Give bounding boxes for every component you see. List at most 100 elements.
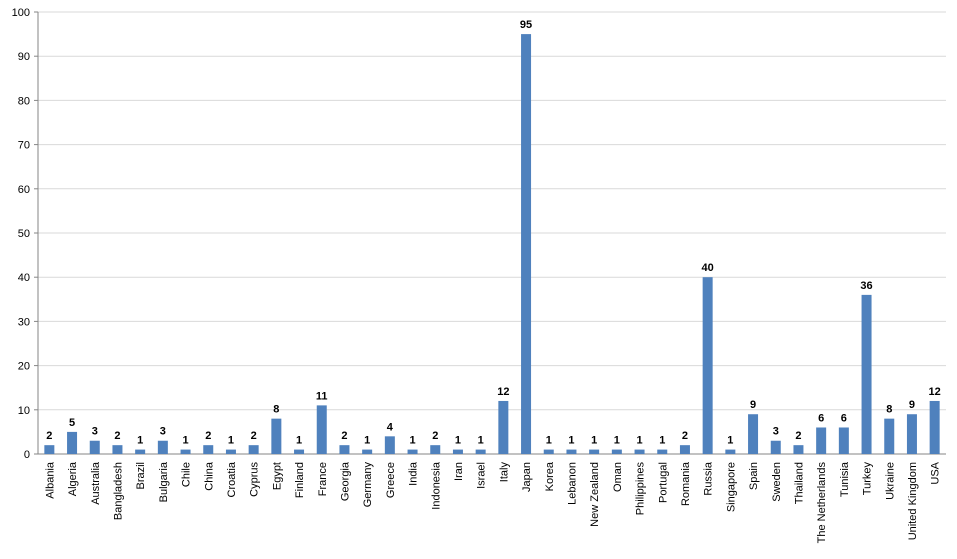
bar <box>770 440 781 454</box>
value-label: 12 <box>497 386 509 398</box>
value-label: 1 <box>228 435 234 447</box>
y-tick-label: 70 <box>18 140 30 152</box>
bar <box>725 449 736 454</box>
x-tick-label: Israel <box>476 462 488 489</box>
x-tick-label: Japan <box>521 462 533 492</box>
bar <box>498 400 509 454</box>
value-label: 3 <box>92 426 98 438</box>
x-tick-label: Chile <box>181 462 193 487</box>
bar <box>657 449 668 454</box>
bar <box>861 294 872 454</box>
x-tick-label: Sweden <box>771 462 783 502</box>
value-label: 2 <box>341 430 347 442</box>
bar <box>362 449 373 454</box>
y-tick-label: 10 <box>18 405 30 417</box>
value-label: 1 <box>636 435 642 447</box>
x-tick-label: France <box>317 462 329 496</box>
bar <box>384 436 395 454</box>
x-tick-label: Germany <box>362 462 374 508</box>
value-label: 2 <box>795 430 801 442</box>
bar <box>452 449 463 454</box>
x-tick-label: Bulgaria <box>158 461 170 502</box>
bar <box>838 427 849 454</box>
value-label: 2 <box>205 430 211 442</box>
value-label: 6 <box>818 412 824 424</box>
bar <box>634 449 645 454</box>
x-tick-label: Singapore <box>725 462 737 512</box>
bar <box>89 440 100 454</box>
bar <box>884 418 895 454</box>
x-tick-label: Philippines <box>635 462 647 516</box>
value-label: 8 <box>886 404 892 416</box>
value-label: 1 <box>182 435 188 447</box>
bar <box>294 449 305 454</box>
value-label: 1 <box>409 435 415 447</box>
x-tick-label: Lebanon <box>566 462 578 505</box>
bar <box>157 440 168 454</box>
value-label: 36 <box>860 280 872 292</box>
value-label: 3 <box>773 426 779 438</box>
bar <box>906 414 917 454</box>
bar <box>521 34 532 454</box>
value-label: 6 <box>841 412 847 424</box>
bar <box>180 449 191 454</box>
bar <box>203 445 214 454</box>
x-tick-label: New Zealand <box>589 462 601 527</box>
value-label: 1 <box>364 435 370 447</box>
value-label: 95 <box>520 19 532 31</box>
value-label: 1 <box>296 435 302 447</box>
value-label: 2 <box>682 430 688 442</box>
x-tick-label: Australia <box>90 461 102 505</box>
value-label: 1 <box>546 435 552 447</box>
bar <box>135 449 146 454</box>
value-label: 1 <box>455 435 461 447</box>
bar <box>816 427 827 454</box>
x-tick-label: Italy <box>498 462 510 483</box>
bar <box>407 449 418 454</box>
y-tick-label: 90 <box>18 51 30 63</box>
bar <box>793 445 804 454</box>
x-tick-label: Portugal <box>657 462 669 503</box>
y-tick-label: 20 <box>18 361 30 373</box>
bar <box>248 445 259 454</box>
bar <box>475 449 486 454</box>
y-tick-label: 80 <box>18 95 30 107</box>
x-tick-label: India <box>408 461 420 486</box>
x-tick-label: Georgia <box>339 461 351 501</box>
value-label: 1 <box>137 435 143 447</box>
bar <box>702 277 713 454</box>
bar <box>611 449 622 454</box>
bar <box>566 449 577 454</box>
x-tick-label: United Kingdom <box>907 462 919 540</box>
value-label: 9 <box>909 399 915 411</box>
x-tick-label: USA <box>930 461 942 484</box>
x-tick-label: The Netherlands <box>816 462 828 544</box>
y-tick-label: 100 <box>12 7 30 19</box>
value-label: 1 <box>727 435 733 447</box>
value-label: 8 <box>273 404 279 416</box>
value-label: 1 <box>614 435 620 447</box>
value-label: 1 <box>659 435 665 447</box>
bar <box>679 445 690 454</box>
x-tick-label: Bangladesh <box>112 462 124 520</box>
bar <box>748 414 759 454</box>
bar <box>543 449 554 454</box>
value-label: 12 <box>929 386 941 398</box>
value-label: 2 <box>251 430 257 442</box>
x-tick-label: Romania <box>680 461 692 506</box>
y-tick-label: 0 <box>24 449 30 461</box>
bar <box>112 445 123 454</box>
x-tick-label: Cyprus <box>249 462 261 497</box>
x-tick-label: Algeria <box>67 461 79 496</box>
x-tick-label: Turkey <box>862 462 874 496</box>
x-tick-label: Croatia <box>226 461 238 497</box>
value-label: 1 <box>591 435 597 447</box>
y-tick-label: 30 <box>18 316 30 328</box>
value-label: 9 <box>750 399 756 411</box>
x-tick-label: Brazil <box>135 462 147 490</box>
value-label: 40 <box>702 262 714 274</box>
bar <box>67 431 78 454</box>
value-label: 11 <box>316 390 328 402</box>
y-tick-label: 60 <box>18 184 30 196</box>
